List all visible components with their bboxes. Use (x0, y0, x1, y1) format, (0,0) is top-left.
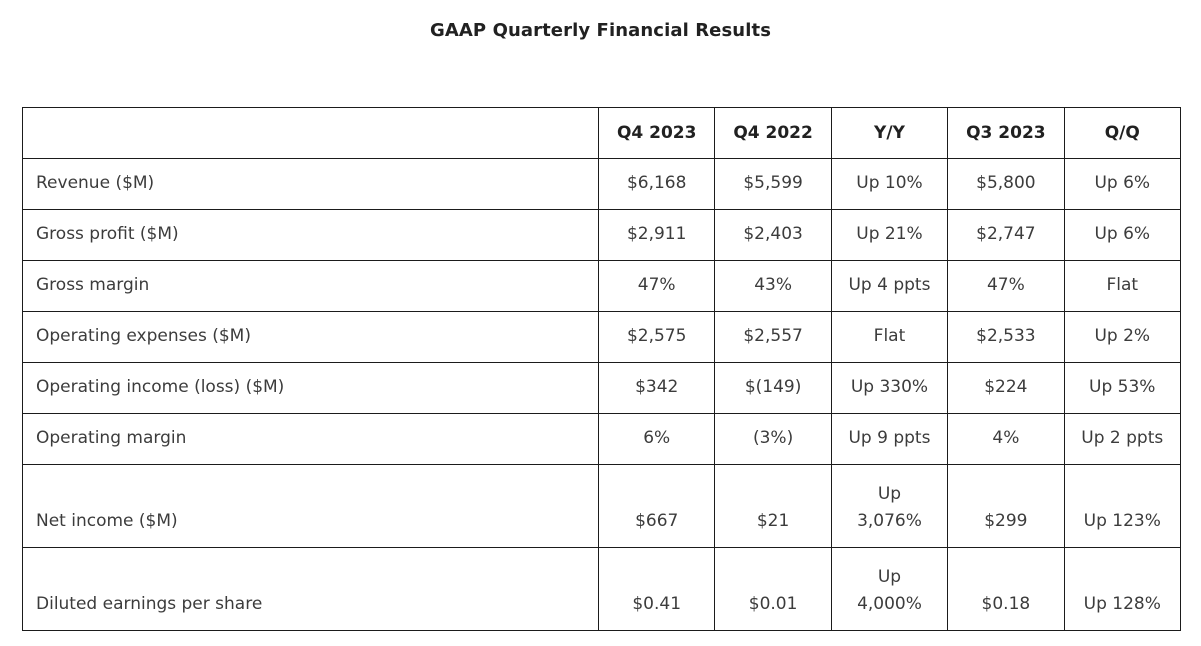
data-cell: $(149) (714, 362, 832, 414)
data-cell: Flat (830, 311, 949, 363)
row-label: Revenue ($M) (22, 158, 599, 210)
column-header: Y/Y (830, 107, 949, 159)
data-cell: Up 6% (1063, 209, 1181, 261)
row-label: Operating expenses ($M) (22, 311, 599, 363)
data-cell: $5,599 (714, 158, 832, 210)
data-cell: $299 (947, 464, 1065, 548)
column-header: Q/Q (1063, 107, 1181, 159)
data-cell: (3%) (714, 413, 832, 465)
table-row: Net income ($M) $667 $21 Up 3,076% $299 Up 12… (22, 464, 1181, 548)
data-cell: $5,800 (947, 158, 1065, 210)
data-cell: $0.01 (714, 547, 832, 631)
row-label: Operating margin (22, 413, 599, 465)
data-cell: 47% (947, 260, 1065, 312)
data-cell: Up 10% (830, 158, 949, 210)
row-label: Gross margin (22, 260, 599, 312)
corner-header-cell (22, 107, 599, 159)
data-cell: Up 3,076% (830, 464, 949, 548)
data-cell: Up 9 ppts (830, 413, 949, 465)
data-cell: Flat (1063, 260, 1181, 312)
data-cell: Up 2% (1063, 311, 1181, 363)
table-row: Operating margin 6% (3%) Up 9 ppts 4% Up 2 pp… (22, 413, 1181, 465)
table-row: Diluted earnings per share $0.41 $0.01 Up 4… (22, 547, 1181, 631)
data-cell: 4% (947, 413, 1065, 465)
data-cell: Up 4,000% (830, 547, 949, 631)
data-cell: $342 (597, 362, 716, 414)
data-cell: Up 128% (1063, 547, 1181, 631)
table-row: Gross profit ($M) $2,911 $2,403 Up 21% $2,74… (22, 209, 1181, 261)
row-label: Operating income (loss) ($M) (22, 362, 599, 414)
data-cell: $667 (597, 464, 716, 548)
table-row: Operating expenses ($M) $2,575 $2,557 Flat $… (22, 311, 1181, 363)
row-label: Gross profit ($M) (22, 209, 599, 261)
data-cell: $2,533 (947, 311, 1065, 363)
data-cell: $2,747 (947, 209, 1065, 261)
table-body: Revenue ($M) $6,168 $5,599 Up 10% $5,800 Up 6… (22, 158, 1181, 631)
data-cell: Up 123% (1063, 464, 1181, 548)
table-row: Revenue ($M) $6,168 $5,599 Up 10% $5,800 Up 6… (22, 158, 1181, 210)
data-cell: 43% (714, 260, 832, 312)
data-cell: Up 2 ppts (1063, 413, 1181, 465)
data-cell: Up 21% (830, 209, 949, 261)
column-header: Q3 2023 (947, 107, 1065, 159)
data-cell: Up 4 ppts (830, 260, 949, 312)
financial-results-table: Q4 2023 Q4 2022 Y/Y Q3 2023 Q/Q Revenue ($M)… (22, 107, 1181, 631)
data-cell: $6,168 (597, 158, 716, 210)
table-row: Gross margin 47% 43% Up 4 ppts 47% Flat (22, 260, 1181, 312)
row-label: Diluted earnings per share (22, 547, 599, 631)
column-header: Q4 2023 (597, 107, 716, 159)
data-cell: $21 (714, 464, 832, 548)
data-cell: $0.41 (597, 547, 716, 631)
data-cell: $2,911 (597, 209, 716, 261)
page-title: GAAP Quarterly Financial Results (429, 20, 772, 41)
data-cell: $2,403 (714, 209, 832, 261)
data-cell: $2,575 (597, 311, 716, 363)
data-cell: $0.18 (947, 547, 1065, 631)
data-cell: $2,557 (714, 311, 832, 363)
data-cell: $224 (947, 362, 1065, 414)
row-label: Net income ($M) (22, 464, 599, 548)
data-cell: Up 53% (1063, 362, 1181, 414)
data-cell: 47% (597, 260, 716, 312)
table-row: Operating income (loss) ($M) $342 $(149) Up… (22, 362, 1181, 414)
data-cell: 6% (597, 413, 716, 465)
data-cell: Up 6% (1063, 158, 1181, 210)
header-row: Q4 2023 Q4 2022 Y/Y Q3 2023 Q/Q (22, 107, 1181, 159)
column-header: Q4 2022 (714, 107, 832, 159)
table-header: Q4 2023 Q4 2022 Y/Y Q3 2023 Q/Q (22, 107, 1181, 159)
data-cell: Up 330% (830, 362, 949, 414)
